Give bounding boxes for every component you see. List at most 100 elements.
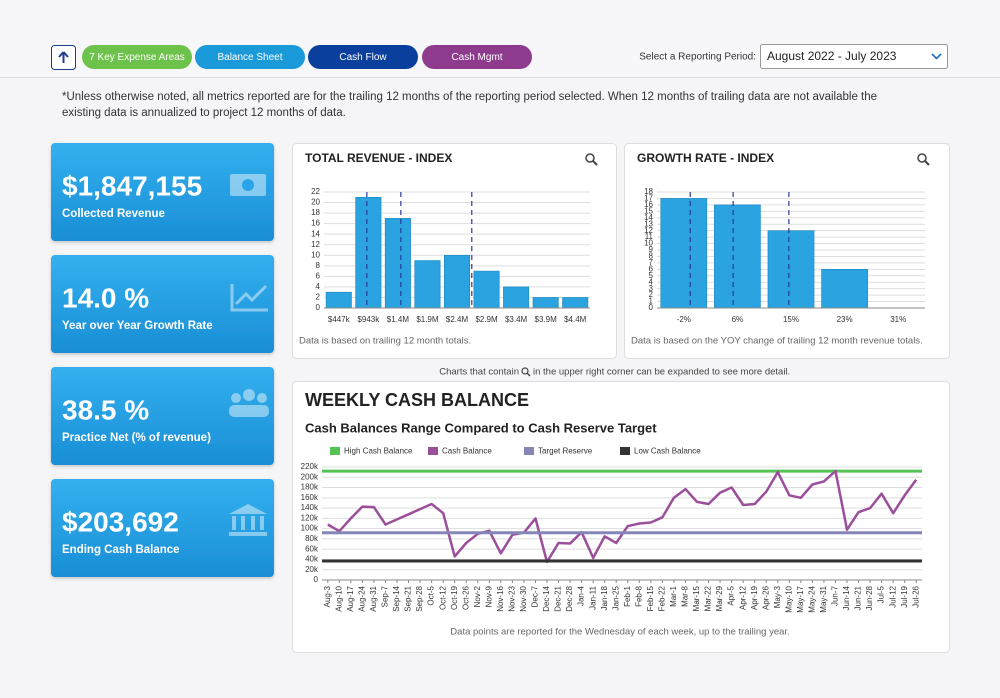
x-tick-label: Nov-30 (519, 585, 528, 611)
y-tick-label: 4 (649, 277, 654, 286)
x-tick-label: Mar-15 (692, 585, 701, 611)
y-tick-label: 200k (301, 472, 319, 481)
x-tick-label: May-17 (796, 585, 805, 612)
y-tick-label: 22 (311, 187, 320, 196)
y-tick-label: 14 (644, 213, 653, 222)
tab[interactable]: Cash Flow (308, 45, 418, 69)
bar (325, 291, 352, 309)
bar (660, 198, 708, 309)
tab[interactable]: Balance Sheet (195, 45, 305, 69)
tab[interactable]: Cash Mgmt (422, 45, 532, 69)
x-tick-label: 15% (783, 315, 799, 324)
panel (292, 381, 950, 653)
y-tick-label: 80k (305, 534, 319, 543)
chart-footnote: Data is based on the YOY change of trail… (631, 336, 923, 347)
x-tick-label: Aug-24 (357, 585, 366, 611)
x-tick-label: $2.4M (446, 315, 469, 324)
legend-label: Cash Balance (442, 447, 492, 456)
y-tick-label: 0 (314, 575, 319, 584)
kpi-card: 38.5 % Practice Net (% of revenue) (51, 367, 274, 465)
period-value[interactable]: August 2022 - July 2023 (767, 49, 897, 63)
x-tick-label: Jun-21 (854, 585, 863, 610)
y-tick-label: 180k (301, 483, 319, 492)
y-tick-label: 14 (311, 229, 320, 238)
x-tick-label: Apr-5 (727, 585, 736, 605)
expand-note: in the upper right corner can be expande… (533, 367, 790, 378)
x-tick-label: Feb-1 (623, 585, 632, 606)
y-tick-label: 1 (649, 297, 654, 306)
x-tick-label: May-31 (819, 585, 828, 612)
note-line: existing data is annualized to project 1… (62, 107, 346, 119)
period-select[interactable]: August 2022 - July 2023 (760, 44, 948, 69)
zoom-button[interactable] (917, 153, 930, 166)
y-tick-label: 10 (644, 239, 653, 248)
kpi-card: 14.0 % Year over Year Growth Rate (51, 255, 274, 353)
x-tick-label: Jan-25 (611, 585, 620, 610)
legend-label: Target Reserve (538, 447, 593, 456)
x-tick-label: Oct-12 (438, 585, 447, 610)
x-tick-label: Dec-7 (531, 585, 540, 607)
y-tick-label: 3 (649, 284, 654, 293)
x-tick-label: Feb-15 (646, 585, 655, 611)
chart-title: WEEKLY CASH BALANCE (305, 390, 529, 410)
chart-footnote: Data points are reported for the Wednesd… (450, 627, 789, 638)
y-tick-label: 9 (649, 245, 654, 254)
tab-label[interactable]: Cash Flow (339, 52, 387, 63)
note-line: *Unless otherwise noted, all metrics rep… (62, 91, 877, 103)
y-tick-label: 12 (644, 226, 653, 235)
expand-note: Charts that contain (439, 367, 519, 378)
x-tick-label: Jul-19 (900, 585, 909, 607)
kpi-card: $203,692 Ending Cash Balance (51, 479, 274, 577)
y-tick-label: 20 (311, 198, 320, 207)
y-tick-label: 2 (649, 290, 654, 299)
y-tick-label: 220k (301, 462, 319, 471)
chart-title: GROWTH RATE - INDEX (637, 151, 774, 165)
tab-label[interactable]: Cash Mgmt (451, 52, 502, 63)
zoom-icon (521, 367, 531, 377)
legend-swatch (428, 447, 438, 455)
y-tick-label: 4 (316, 282, 321, 291)
x-tick-label: $3.4M (505, 315, 528, 324)
x-tick-label: $1.9M (416, 315, 439, 324)
bar (562, 297, 589, 309)
y-tick-label: 40k (305, 555, 319, 564)
bar (767, 230, 815, 309)
x-tick-label: Apr-26 (761, 585, 770, 610)
y-tick-label: 120k (301, 513, 319, 522)
y-tick-label: 16 (311, 219, 320, 228)
zoom-button[interactable] (585, 153, 598, 166)
kpi-value: $203,692 (62, 506, 179, 537)
x-tick-label: Nov-16 (496, 585, 505, 611)
y-tick-label: 0 (316, 303, 321, 312)
bar (532, 297, 559, 309)
bar (821, 269, 868, 309)
tab[interactable]: 7 Key Expense Areas (82, 45, 192, 69)
bar (355, 196, 382, 309)
x-tick-label: May-24 (807, 585, 816, 612)
y-tick-label: 100k (301, 524, 319, 533)
y-tick-label: 12 (311, 240, 320, 249)
x-tick-label: 23% (837, 315, 853, 324)
kpi-value: 38.5 % (62, 394, 149, 425)
x-tick-label: 6% (732, 315, 744, 324)
up-button[interactable] (51, 45, 76, 70)
legend-label: High Cash Balance (344, 447, 413, 456)
line-series (327, 469, 918, 564)
y-tick-label: 160k (301, 493, 319, 502)
x-tick-label: -2% (677, 315, 691, 324)
x-tick-label: Aug-3 (323, 585, 332, 607)
tab-label[interactable]: 7 Key Expense Areas (89, 52, 185, 63)
x-tick-label: Jan-18 (600, 585, 609, 610)
y-tick-label: 16 (644, 200, 653, 209)
kpi-value: 14.0 % (62, 282, 149, 313)
y-tick-label: 140k (301, 503, 319, 512)
y-tick-label: 6 (316, 271, 321, 280)
tab-label[interactable]: Balance Sheet (217, 52, 282, 63)
y-tick-label: 20k (305, 565, 319, 574)
y-tick-label: 2 (316, 293, 321, 302)
y-tick-label: 5 (649, 271, 654, 280)
y-tick-label: 8 (316, 261, 321, 270)
x-tick-label: Nov-23 (507, 585, 516, 611)
x-tick-label: Dec-21 (554, 585, 563, 611)
